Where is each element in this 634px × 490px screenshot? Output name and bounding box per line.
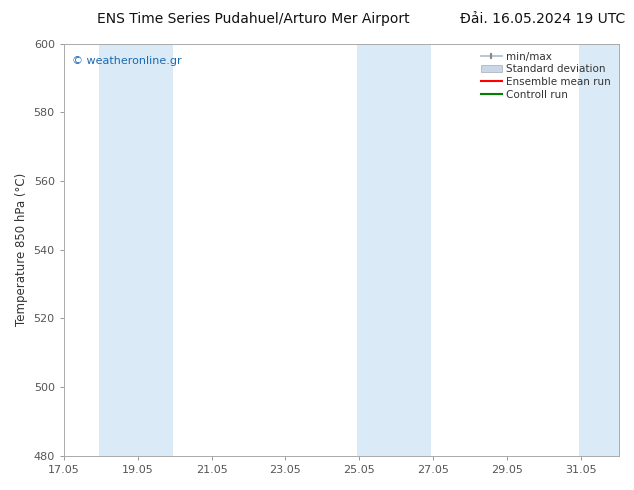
Bar [579, 44, 619, 456]
Bar [136, 44, 173, 456]
Bar [358, 44, 394, 456]
Text: Đải. 16.05.2024 19 UTC: Đải. 16.05.2024 19 UTC [460, 12, 625, 26]
Y-axis label: Temperature 850 hPa (°C): Temperature 850 hPa (°C) [15, 173, 28, 326]
Bar [99, 44, 136, 456]
Bar [394, 44, 431, 456]
Text: ENS Time Series Pudahuel/Arturo Mer Airport: ENS Time Series Pudahuel/Arturo Mer Airp… [97, 12, 410, 26]
Text: © weatheronline.gr: © weatheronline.gr [72, 56, 182, 66]
Legend: min/max, Standard deviation, Ensemble mean run, Controll run: min/max, Standard deviation, Ensemble me… [478, 49, 614, 103]
